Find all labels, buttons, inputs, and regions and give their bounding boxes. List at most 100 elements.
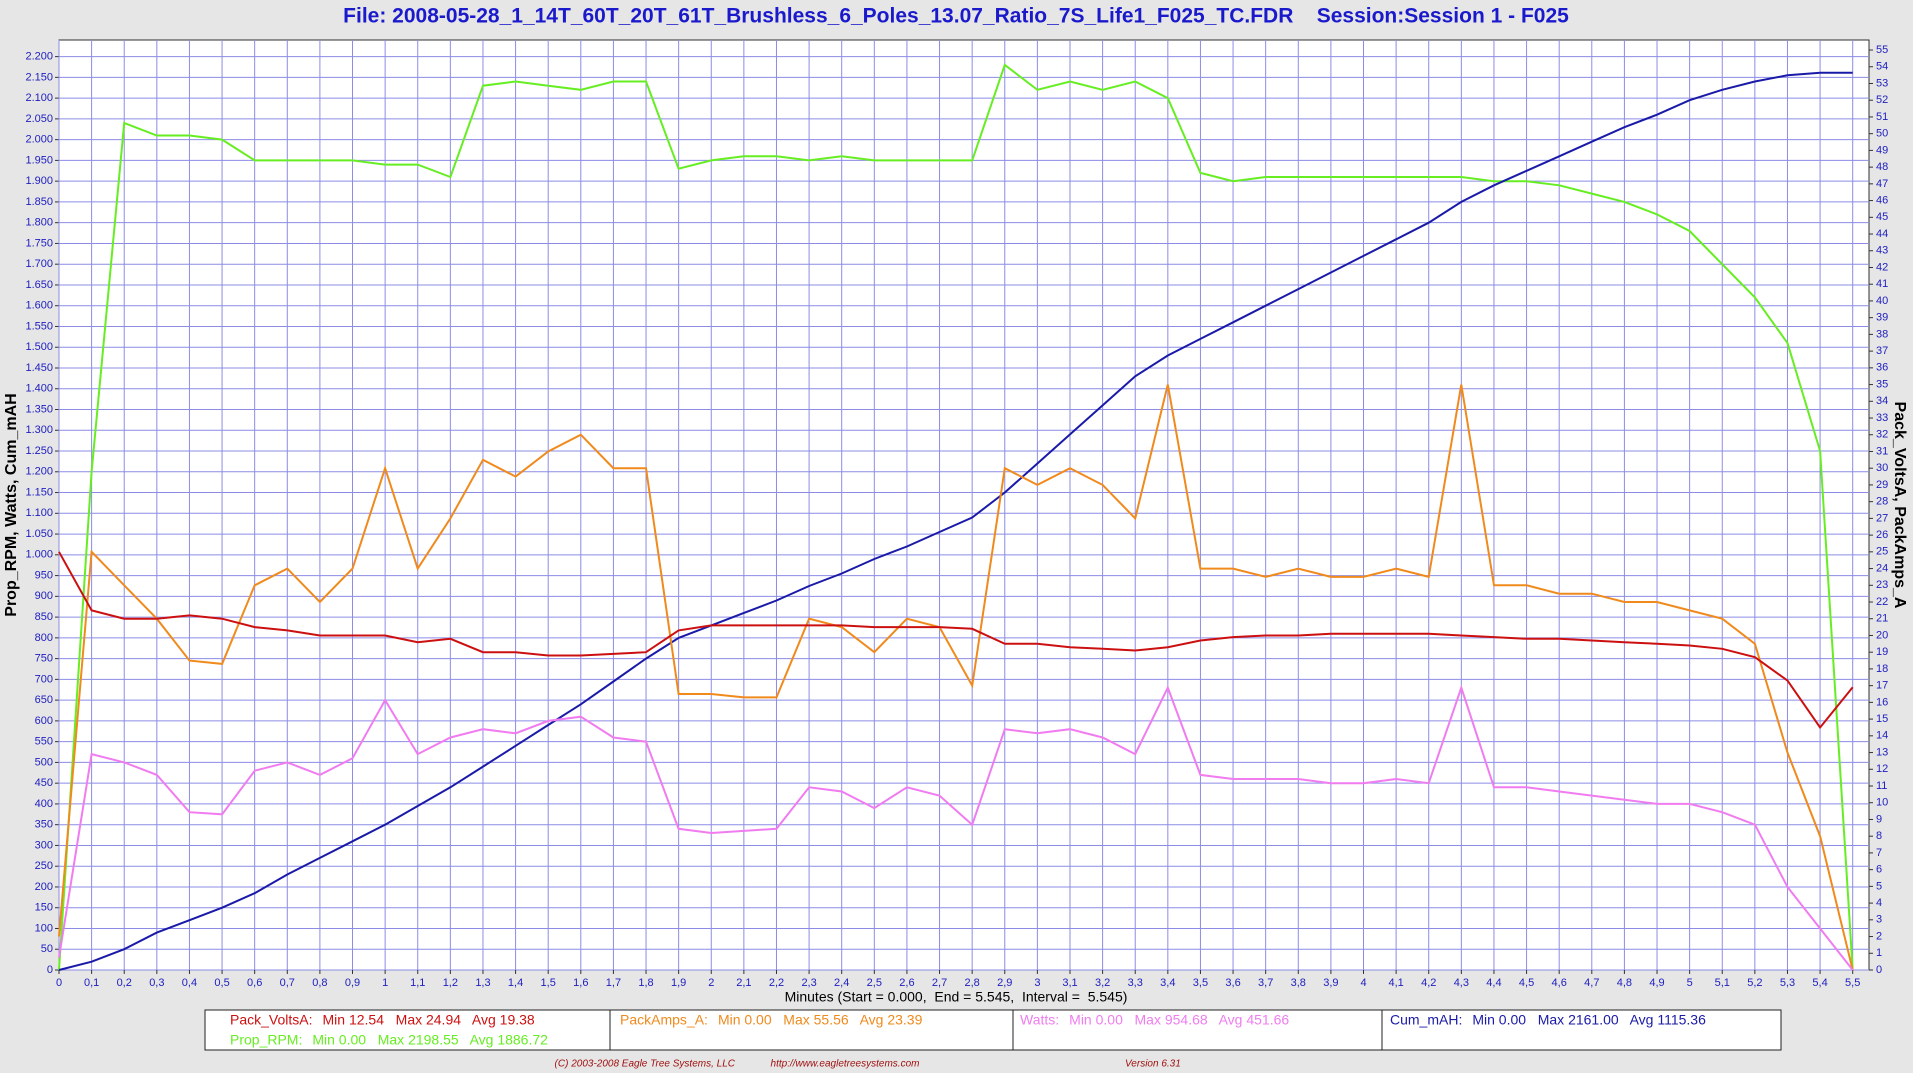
x-tick-label: 3,1: [1062, 977, 1077, 989]
x-tick-label: 3,8: [1291, 977, 1306, 989]
y2-tick-label: 51: [1876, 111, 1888, 123]
legend-stats: Min 0.00 Max 2161.00 Avg 1115.36: [1472, 1012, 1706, 1028]
series-line: [58, 551, 1854, 730]
y2-tick-label: 30: [1876, 462, 1888, 474]
x-tick-label: 4,7: [1584, 977, 1599, 989]
y2-tick-label: 52: [1876, 94, 1888, 106]
x-tick-label: 4,2: [1421, 977, 1436, 989]
y-tick-label: 0: [47, 964, 53, 976]
y-tick-label: 2.150: [25, 71, 53, 83]
y2-tick-label: 10: [1876, 797, 1888, 809]
x-tick-label: 3,9: [1323, 977, 1338, 989]
y-tick-label: 1.650: [25, 279, 53, 291]
x-tick-label: 1,9: [671, 977, 686, 989]
y2-tick-label: 1: [1876, 947, 1882, 959]
y2-tick-label: 8: [1876, 830, 1882, 842]
x-tick-label: 5,4: [1812, 977, 1827, 989]
y-tick-label: 1.200: [25, 466, 53, 478]
legend-label: Watts:: [1020, 1012, 1059, 1028]
y2-tick-label: 28: [1876, 496, 1888, 508]
y2-tick-label: 48: [1876, 161, 1888, 173]
y2-tick-label: 45: [1876, 211, 1888, 223]
y2-tick-label: 49: [1876, 144, 1888, 156]
x-tick-label: 0,1: [84, 977, 99, 989]
y2-tick-label: 2: [1876, 930, 1882, 942]
y-tick-label: 1.300: [25, 424, 53, 436]
y2-tick-label: 15: [1876, 713, 1888, 725]
x-tick-label: 1,5: [541, 977, 556, 989]
series-line: [58, 684, 1854, 971]
x-tick-label: 1,2: [443, 977, 458, 989]
y2-tick-label: 26: [1876, 529, 1888, 541]
y-tick-label: 1.250: [25, 445, 53, 457]
y-tick-label: 1.750: [25, 237, 53, 249]
chart-title: File: 2008-05-28_1_14T_60T_20T_61T_Brush…: [343, 5, 1569, 28]
y2-tick-label: 27: [1876, 512, 1888, 524]
y2-tick-label: 29: [1876, 479, 1888, 491]
y-tick-label: 1.900: [25, 175, 53, 187]
y2-tick-label: 3: [1876, 914, 1882, 926]
y-tick-label: 1.400: [25, 383, 53, 395]
y2-tick-label: 17: [1876, 680, 1888, 692]
y2-tick-label: 24: [1876, 562, 1888, 574]
x-tick-label: 2: [708, 977, 714, 989]
y2-tick-label: 25: [1876, 546, 1888, 558]
y-tick-label: 750: [35, 653, 53, 665]
x-tick-label: 0,9: [345, 977, 360, 989]
y2-tick-label: 9: [1876, 813, 1882, 825]
y2-tick-label: 7: [1876, 847, 1882, 859]
y2-tick-label: 34: [1876, 395, 1888, 407]
y2-tick-label: 13: [1876, 746, 1888, 758]
x-tick-label: 2,9: [997, 977, 1012, 989]
y-tick-label: 650: [35, 694, 53, 706]
y-tick-label: 2.000: [25, 134, 53, 146]
y-tick-label: 200: [35, 881, 53, 893]
x-tick-label: 4,5: [1519, 977, 1534, 989]
legend-label: Cum_mAH:: [1390, 1012, 1462, 1028]
y-tick-label: 1.850: [25, 196, 53, 208]
legend-label: Prop_RPM:: [230, 1032, 302, 1048]
x-tick-label: 0,7: [280, 977, 295, 989]
y2-tick-label: 18: [1876, 663, 1888, 675]
x-tick-label: 4,4: [1486, 977, 1501, 989]
y-tick-label: 450: [35, 777, 53, 789]
y2-tick-label: 14: [1876, 730, 1888, 742]
x-tick-label: 0,2: [117, 977, 132, 989]
x-tick-label: 2,1: [736, 977, 751, 989]
y-tick-label: 1.800: [25, 217, 53, 229]
legend-stats: Min 12.54 Max 24.94 Avg 19.38: [323, 1012, 535, 1028]
y-tick-label: 50: [41, 943, 53, 955]
y2-tick-label: 37: [1876, 345, 1888, 357]
y2-tick-label: 33: [1876, 412, 1888, 424]
footer-version: Version 6.31: [1125, 1059, 1181, 1070]
y2-tick-label: 38: [1876, 328, 1888, 340]
legend-label: PackAmps_A:: [620, 1012, 708, 1028]
y-tick-label: 2.100: [25, 92, 53, 104]
x-tick-label: 3,5: [1193, 977, 1208, 989]
x-tick-label: 2,3: [801, 977, 816, 989]
y2-tick-label: 12: [1876, 763, 1888, 775]
x-tick-label: 2,2: [769, 977, 784, 989]
legend-label: Pack_VoltsA:: [230, 1012, 313, 1028]
x-tick-label: 1,1: [410, 977, 425, 989]
y2-tick-label: 32: [1876, 429, 1888, 441]
y-tick-label: 1.550: [25, 320, 53, 332]
y2-tick-label: 5: [1876, 880, 1882, 892]
x-tick-label: 3,4: [1160, 977, 1175, 989]
x-tick-label: 4,9: [1649, 977, 1664, 989]
y-tick-label: 800: [35, 632, 53, 644]
legend-box: [204, 1009, 1782, 1051]
y2-tick-label: 46: [1876, 194, 1888, 206]
y-tick-label: 1.700: [25, 258, 53, 270]
footer-copyright: (C) 2003-2008 Eagle Tree Systems, LLC: [555, 1059, 736, 1070]
x-tick-label: 3,7: [1258, 977, 1273, 989]
x-tick-label: 5: [1687, 977, 1693, 989]
x-tick-label: 5,5: [1845, 977, 1860, 989]
x-tick-label: 0,5: [214, 977, 229, 989]
y2-tick-label: 54: [1876, 61, 1888, 73]
y-tick-label: 700: [35, 673, 53, 685]
y2-tick-label: 44: [1876, 228, 1888, 240]
y2-tick-label: 23: [1876, 579, 1888, 591]
y2-tick-label: 47: [1876, 178, 1888, 190]
footer-url: http://www.eagletreesystems.com: [771, 1059, 920, 1070]
